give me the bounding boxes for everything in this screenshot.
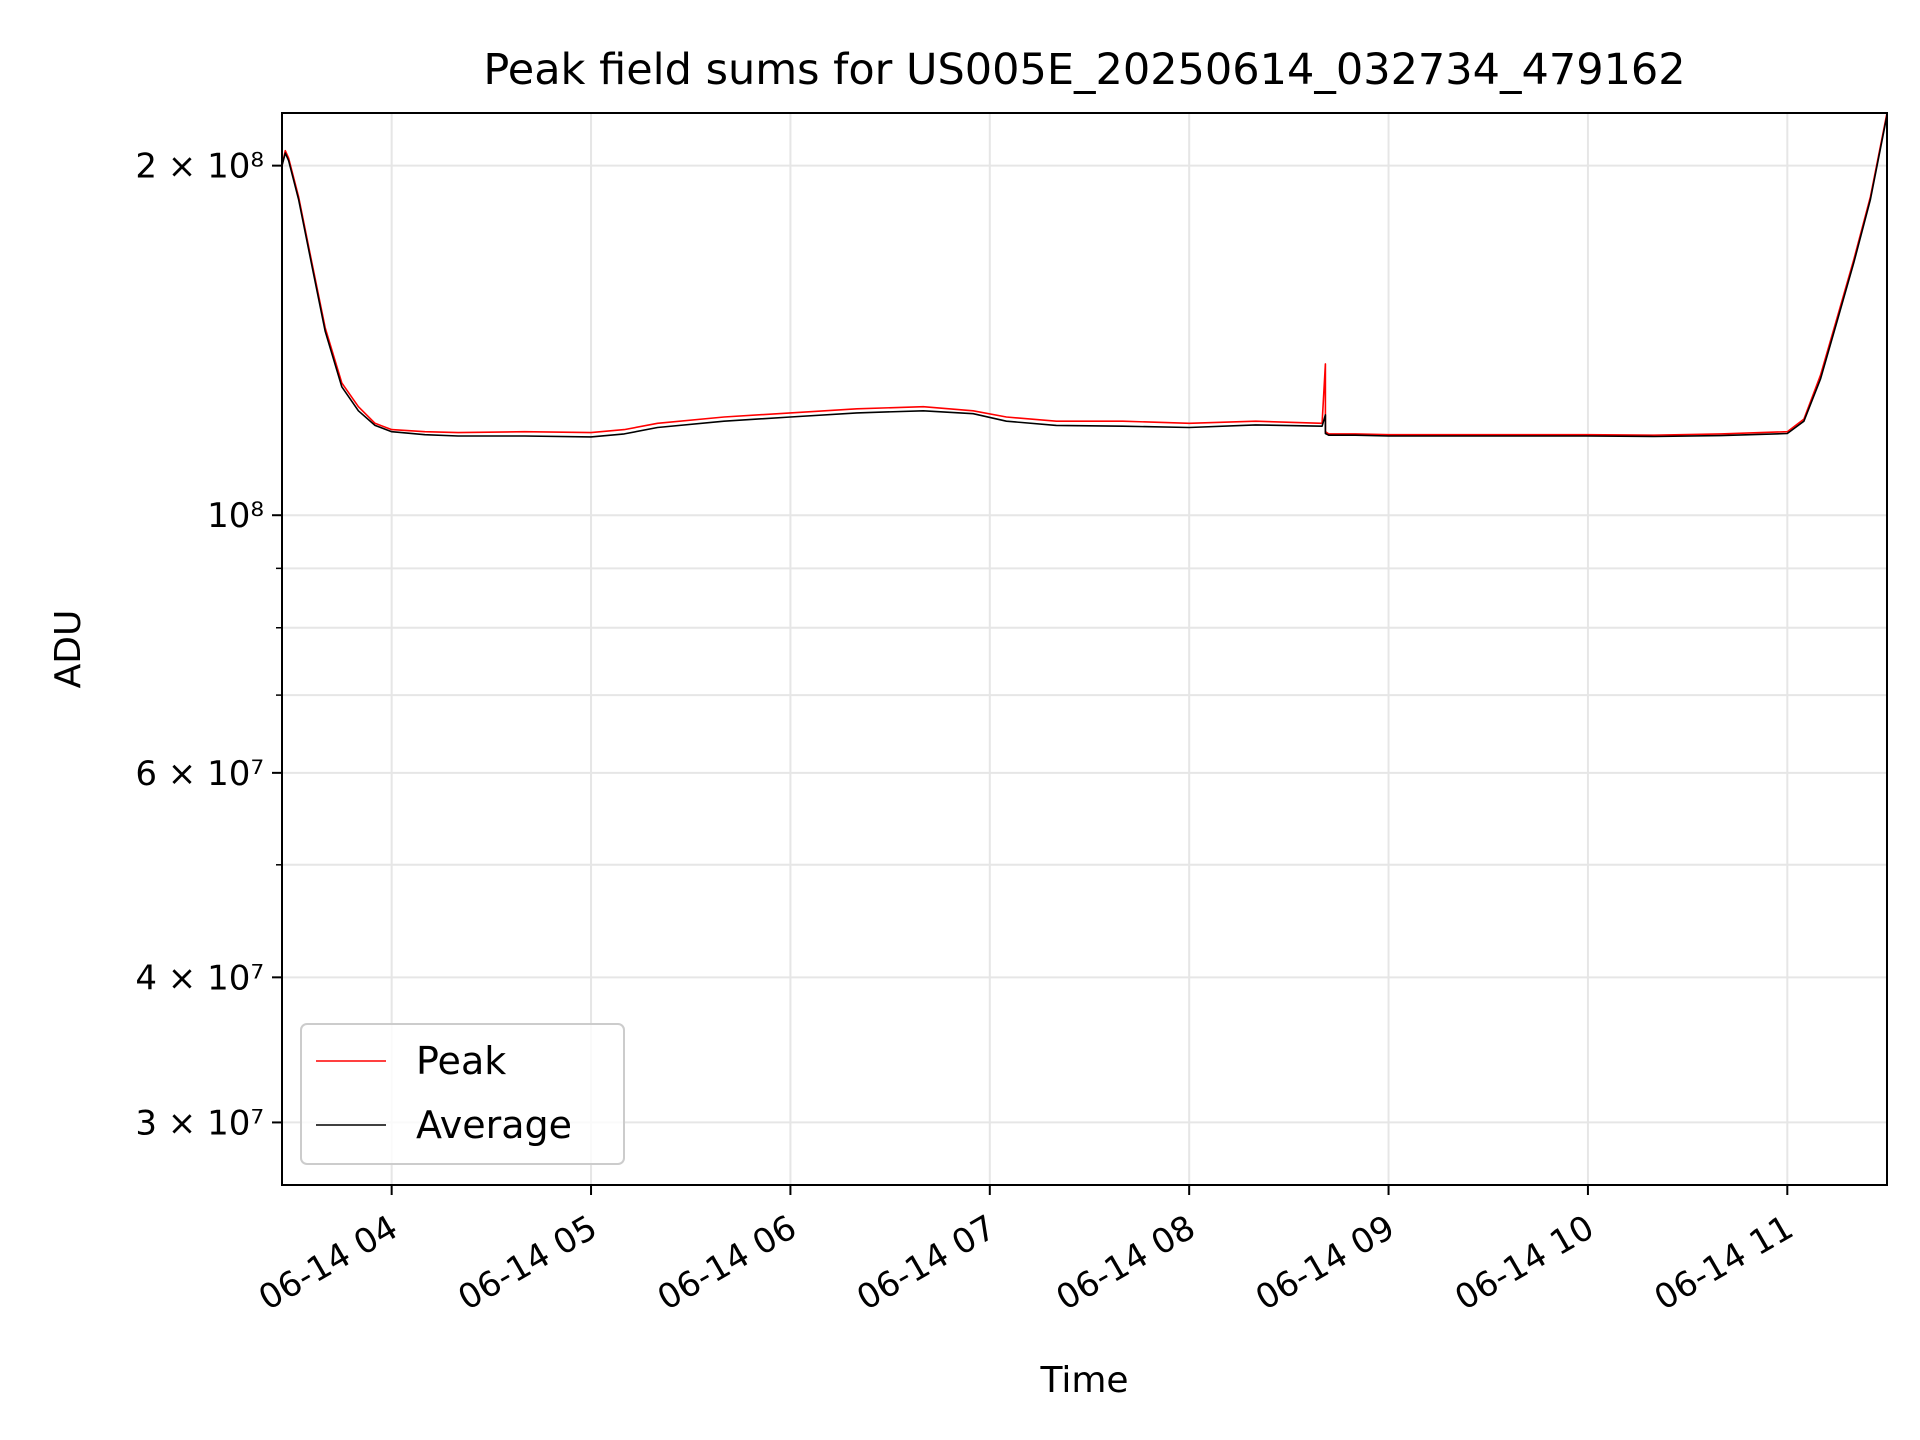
series-line-peak — [282, 113, 1887, 436]
y-tick-label: 6 × 10⁷ — [135, 754, 264, 794]
legend-label-peak: Peak — [416, 1039, 506, 1083]
y-tick-label: 2 × 10⁸ — [135, 147, 264, 187]
series-lines — [282, 113, 1887, 438]
grid-lines — [282, 113, 1887, 1185]
y-tick-label: 3 × 10⁷ — [135, 1103, 264, 1143]
legend: Peak Average — [300, 1023, 625, 1165]
legend-box — [300, 1023, 625, 1165]
y-tick-label: 10⁸ — [207, 496, 264, 536]
plot-frame — [281, 112, 1888, 1186]
y-axis-title: ADU — [48, 610, 89, 689]
legend-label-average: Average — [416, 1103, 572, 1147]
x-axis-title: Time — [1039, 1360, 1128, 1401]
chart-title: Peak field sums for US005E_20250614_0327… — [483, 45, 1685, 95]
y-tick-label: 4 × 10⁷ — [135, 958, 264, 998]
series-line-average — [282, 115, 1887, 438]
